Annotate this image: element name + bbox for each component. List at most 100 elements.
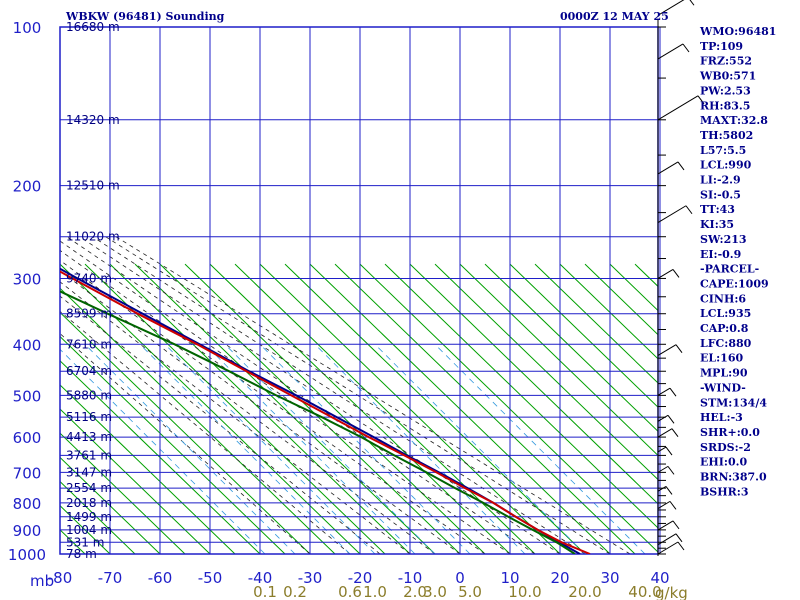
index-entry: SW:213 (700, 233, 747, 246)
wind-barb (657, 541, 679, 555)
index-entry: LCL:935 (700, 307, 751, 320)
index-entry: L57:5.5 (700, 144, 746, 157)
wind-barb-flag (675, 344, 683, 353)
wind-barb (657, 428, 673, 438)
moist-adiabat (66, 236, 536, 554)
index-entry: BRN:387.0 (700, 471, 767, 484)
index-entry: EHI:0.0 (700, 456, 747, 469)
wind-barb (657, 269, 674, 279)
series-layer (60, 267, 591, 554)
height-tick-label: 3761 m (66, 448, 112, 462)
index-entry: STM:134/4 (700, 396, 767, 409)
dry-adiabat (234, 263, 536, 554)
wind-barb (657, 520, 674, 531)
pressure-tick-label: 1000 (8, 546, 46, 564)
temperature-tick-label: -20 (348, 569, 373, 587)
height-tick-label: 16680 m (66, 20, 120, 34)
pressure-tick-label: 300 (13, 270, 42, 288)
index-entry: CAP:0.8 (700, 322, 749, 335)
index-entry: LCL:990 (700, 159, 752, 172)
mixing-ratio-tick-label: 40.0 (628, 583, 661, 600)
temperature-tick-label: -50 (198, 569, 223, 587)
wind-barb-flag (675, 533, 683, 543)
height-tick-label: 11020 m (66, 230, 120, 244)
mixing-ratio-line (374, 344, 586, 554)
dry-adiabat (184, 263, 486, 554)
dry-adiabat (434, 263, 658, 481)
index-entry: TT:43 (700, 203, 735, 216)
index-entry: CINH:6 (700, 292, 746, 305)
index-entry: KI:35 (700, 218, 734, 231)
mixing-ratio-line (314, 344, 526, 554)
mixing-ratio-tick-label: 10.0 (508, 583, 541, 600)
moist-adiabat (60, 259, 461, 554)
temperature-tick-label: 20 (550, 569, 569, 587)
index-entry: EI:-0.9 (700, 248, 741, 261)
wind-barb-flag (667, 466, 675, 475)
temperature-tick-label: -80 (48, 569, 73, 587)
mixing-ratio-line (259, 344, 471, 554)
height-tick-label: 12510 m (66, 179, 120, 193)
wind-barb-flag (671, 428, 679, 437)
dry-adiabat (334, 263, 636, 554)
moist-adiabat (115, 236, 631, 554)
wind-barb-flag (665, 446, 673, 456)
pressure-unit-label: mb (30, 572, 54, 590)
height-tick-label: 1499 m (66, 510, 112, 524)
index-entry: TH:5802 (700, 129, 753, 142)
mixing-ratio-tick-label: 0.6 (338, 583, 362, 600)
moist-adiabat (105, 236, 611, 554)
chart-title: WBKW (96481) Sounding (65, 10, 225, 23)
wind-barb (657, 43, 684, 60)
moist-adiabat (60, 270, 436, 554)
mixing-ratio-tick-label: 0.1 (253, 583, 277, 600)
index-entry: -WIND- (700, 381, 746, 394)
mixing-ratio-line (139, 344, 351, 554)
height-tick-label: 5116 m (66, 410, 112, 424)
mixing-ratio-tick-label: 2.0 (403, 583, 427, 600)
dry-adiabat (60, 287, 336, 554)
index-entry: SHR+:0.0 (700, 426, 760, 439)
dry-adiabat (584, 263, 658, 336)
wind-barb (657, 465, 669, 473)
wind-barb (657, 95, 699, 121)
height-tick-label: 7610 m (66, 337, 112, 351)
wind-barb (657, 500, 671, 510)
height-tick-label: 9740 m (66, 271, 112, 285)
index-entry: CAPE:1009 (700, 277, 769, 290)
index-entry: PW:2.53 (700, 84, 751, 97)
series-dewpoint (60, 290, 576, 554)
moist-adiabat (60, 333, 311, 554)
mixing-ratio-tick-label: 3.0 (423, 583, 447, 600)
wind-barb-flag (697, 95, 705, 105)
index-entry: HEL:-3 (700, 411, 743, 424)
index-entry: SI:-0.5 (700, 188, 741, 201)
wind-barb (657, 446, 667, 453)
wind-barb-flag (685, 205, 693, 215)
temperature-tick-label: -30 (298, 569, 323, 587)
wind-barb (657, 387, 671, 396)
pressure-tick-label: 800 (13, 495, 42, 513)
mixing-ratio-tick-label: 20.0 (568, 583, 601, 600)
dry-adiabat (134, 263, 436, 554)
index-entry: -PARCEL- (700, 263, 759, 276)
index-entry: LFC:880 (700, 337, 752, 350)
moist-adiabat (79, 236, 561, 554)
height-tick-label: 14320 m (66, 113, 120, 127)
wind-barb (657, 344, 677, 356)
index-entry: BSHR:3 (700, 485, 749, 498)
mixing-ratio-tick-label: 0.2 (283, 583, 307, 600)
dry-adiabat (60, 384, 236, 554)
wind-barb (657, 161, 679, 175)
wind-barb-flag (672, 520, 680, 530)
moist-adiabat (60, 295, 381, 554)
wind-barb-flag (667, 414, 675, 424)
wind-barb (657, 414, 669, 422)
dry-adiabat (60, 432, 186, 554)
dry-adiabat (534, 263, 658, 384)
height-tick-label: 2554 m (66, 481, 112, 495)
dry-adiabat (484, 263, 658, 432)
height-tick-label: 78 m (66, 547, 97, 561)
